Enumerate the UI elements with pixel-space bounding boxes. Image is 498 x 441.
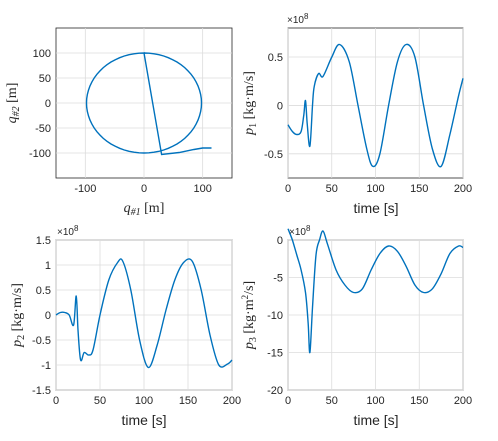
- p3-ytick-label: -15: [267, 348, 283, 360]
- p3-line: [287, 228, 464, 354]
- p1-ylabel: p1 [kg·m/s]: [242, 71, 259, 136]
- p2-ytick-label: 0.5: [36, 285, 51, 297]
- p3-xtick-label: 50: [326, 395, 338, 407]
- p3-xtick-label: 0: [285, 395, 291, 407]
- trajectory-line: [85, 52, 212, 156]
- p3-ytick-label: -10: [267, 310, 283, 322]
- p2-xtick-label: 100: [135, 395, 153, 407]
- p1-ytick-label: 0: [277, 100, 283, 112]
- p2-xlabel: time [s]: [121, 412, 166, 428]
- p1-xtick-label: 150: [410, 183, 428, 195]
- p3-xtick-label: 200: [454, 395, 472, 407]
- p3-ytick-label: 0: [277, 235, 283, 247]
- p1-exponent: ×108: [287, 12, 309, 26]
- trajectory-xlabel: q#1 [m]: [124, 201, 165, 218]
- p3-ylabel: p3 [kg·m2/s]: [240, 281, 259, 350]
- p2-xtick-label: 200: [223, 395, 241, 407]
- panel-trajectory: 100 50 0 -50 -100 -100 0 100 q#1 [m] q#2 [m]: [5, 27, 233, 218]
- p2-line: [55, 258, 233, 369]
- p3-xlabel: time [s]: [353, 412, 398, 428]
- trajectory-ytick-label: -50: [35, 123, 51, 135]
- p2-ytick-label: -1: [41, 360, 51, 372]
- p1-xlabel: time [s]: [353, 200, 398, 216]
- p2-ytick-label: -0.5: [32, 335, 51, 347]
- panel-p1: 0.5 0 -0.5 0 50 100 150 200 ×108 time [s] p1 […: [242, 12, 472, 216]
- trajectory-ytick-label: 100: [33, 48, 51, 60]
- p2-ytick-label: -1.5: [32, 385, 51, 397]
- p3-exponent: ×108: [289, 224, 311, 238]
- p2-exponent: ×108: [57, 224, 79, 238]
- p1-ytick-label: 0.5: [268, 52, 283, 64]
- p2-xtick-label: 50: [94, 395, 106, 407]
- trajectory-ytick-label: -100: [29, 148, 51, 160]
- trajectory-ylabel: q#2 [m]: [5, 83, 22, 124]
- panel-p2: 1.5 1 0.5 0 -0.5 -1 -1.5 0 50 100 150 200 ×108 tim…: [10, 224, 241, 428]
- p2-xtick-label: 150: [179, 395, 197, 407]
- p3-xtick-label: 100: [366, 395, 384, 407]
- p2-ylabel: p2 [kg·m/s]: [10, 283, 27, 348]
- p1-xtick-label: 50: [326, 183, 338, 195]
- p1-ytick-label: -0.5: [264, 149, 283, 161]
- p3-xtick-label: 150: [410, 395, 428, 407]
- p2-ytick-label: 0: [45, 310, 51, 322]
- panel-p3: 0-5-10-15-20 0 50 100 150 200 ×108 time [s] …: [240, 224, 472, 428]
- p3-ytick-label: -5: [273, 273, 283, 285]
- p2-xtick-label: 0: [53, 395, 59, 407]
- trajectory-xtick-label: 0: [141, 183, 147, 195]
- p1-xtick-label: 200: [454, 183, 472, 195]
- trajectory-ytick-label: 50: [39, 73, 51, 85]
- p2-ytick-label: 1: [45, 260, 51, 272]
- p1-xtick-label: 100: [366, 183, 384, 195]
- p1-xtick-label: 0: [285, 183, 291, 195]
- trajectory-xtick-label: 100: [193, 183, 211, 195]
- p2-ytick-label: 1.5: [36, 235, 51, 247]
- trajectory-ytick-label: 0: [45, 98, 51, 110]
- p3-ytick-label: -20: [267, 385, 283, 397]
- p1-line: [287, 43, 464, 168]
- trajectory-xtick-label: -100: [74, 183, 96, 195]
